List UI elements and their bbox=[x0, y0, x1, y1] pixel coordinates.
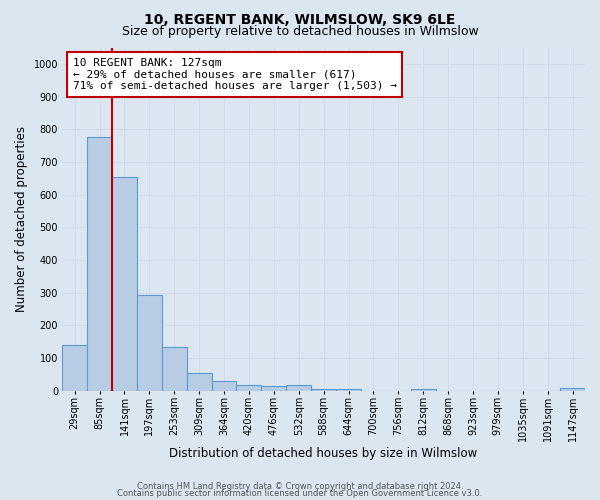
Text: Contains HM Land Registry data © Crown copyright and database right 2024.: Contains HM Land Registry data © Crown c… bbox=[137, 482, 463, 491]
Bar bbox=[336, 389, 361, 390]
Bar bbox=[262, 386, 286, 390]
Bar bbox=[411, 389, 436, 390]
Bar bbox=[212, 382, 236, 390]
Bar bbox=[286, 384, 311, 390]
Text: 10, REGENT BANK, WILMSLOW, SK9 6LE: 10, REGENT BANK, WILMSLOW, SK9 6LE bbox=[145, 12, 455, 26]
Bar bbox=[137, 295, 162, 390]
Text: 10 REGENT BANK: 127sqm
← 29% of detached houses are smaller (617)
71% of semi-de: 10 REGENT BANK: 127sqm ← 29% of detached… bbox=[73, 58, 397, 91]
Y-axis label: Number of detached properties: Number of detached properties bbox=[15, 126, 28, 312]
Bar bbox=[236, 384, 262, 390]
Bar bbox=[62, 345, 87, 391]
Bar bbox=[112, 176, 137, 390]
Text: Size of property relative to detached houses in Wilmslow: Size of property relative to detached ho… bbox=[122, 25, 478, 38]
Bar bbox=[311, 389, 336, 390]
X-axis label: Distribution of detached houses by size in Wilmslow: Distribution of detached houses by size … bbox=[169, 447, 478, 460]
Text: Contains public sector information licensed under the Open Government Licence v3: Contains public sector information licen… bbox=[118, 489, 482, 498]
Bar bbox=[560, 388, 585, 390]
Bar bbox=[187, 372, 212, 390]
Bar bbox=[162, 347, 187, 391]
Bar bbox=[87, 138, 112, 390]
